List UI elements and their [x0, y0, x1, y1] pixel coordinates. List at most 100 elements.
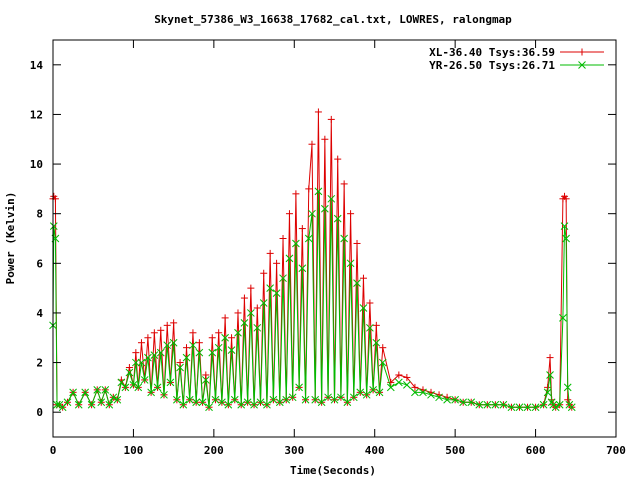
data-point: [266, 284, 275, 292]
data-point: [240, 294, 248, 302]
data-point: [353, 279, 361, 288]
data-point: [221, 333, 229, 342]
data-point: [366, 323, 374, 332]
y-tick-label: 10: [30, 158, 43, 171]
data-point: [160, 390, 168, 399]
data-point: [215, 329, 223, 337]
y-tick-label: 12: [30, 108, 43, 121]
data-point: [366, 299, 374, 307]
data-point: [189, 329, 197, 337]
data-point: [467, 398, 476, 407]
data-point: [539, 400, 548, 409]
data-point: [263, 400, 271, 409]
data-point: [166, 378, 175, 387]
data-point: [140, 376, 149, 384]
data-point: [101, 386, 110, 394]
y-tick-label: 4: [36, 307, 43, 320]
data-point: [567, 403, 576, 412]
data-point: [211, 395, 220, 404]
data-point: [113, 395, 122, 404]
data-point: [334, 155, 342, 163]
data-point: [279, 274, 287, 283]
data-point: [435, 393, 443, 402]
data-point: [147, 388, 155, 397]
data-point: [228, 334, 236, 342]
data-point: [240, 319, 249, 327]
data-point: [295, 383, 303, 392]
data-point: [224, 400, 233, 409]
data-point: [273, 259, 281, 267]
data-point: [292, 190, 300, 198]
data-point: [337, 393, 345, 402]
data-point: [327, 115, 335, 123]
data-point: [285, 210, 293, 218]
data-point: [379, 344, 387, 352]
data-point: [346, 259, 355, 268]
data-point: [150, 329, 158, 337]
y-tick-label: 2: [36, 357, 43, 370]
y-tick-label: 6: [36, 257, 43, 270]
data-point: [578, 48, 586, 56]
data-point: [221, 314, 229, 322]
data-point: [132, 349, 140, 357]
data-point: [333, 214, 342, 223]
data-point: [347, 210, 355, 218]
chart-title: Skynet_57386_W3_16638_17682_cal.txt, LOW…: [154, 13, 512, 26]
data-point: [317, 398, 326, 407]
y-tick-label: 14: [30, 59, 44, 72]
data-point: [279, 235, 287, 242]
data-point: [387, 378, 395, 386]
data-point: [183, 344, 191, 352]
data-point: [109, 393, 118, 402]
data-point: [349, 393, 358, 402]
data-point: [321, 135, 329, 143]
axes: 0 100 200 300 400 500 600 700 0 2 4 6 8 10 12 14: [30, 39, 626, 457]
data-point: [353, 239, 361, 247]
data-point: [555, 400, 564, 409]
data-point: [311, 395, 320, 404]
data-point: [218, 398, 226, 407]
data-point: [292, 239, 300, 248]
data-point: [259, 299, 268, 307]
data-point: [105, 400, 114, 409]
data-point: [340, 180, 348, 188]
data-point: [125, 364, 133, 372]
data-point: [243, 398, 252, 407]
data-point: [266, 249, 274, 257]
data-point: [282, 395, 291, 404]
data-point: [74, 400, 83, 409]
data-point: [134, 383, 143, 392]
data-point: [87, 400, 96, 409]
data-point: [170, 319, 178, 327]
data-point: [375, 388, 384, 397]
data-point: [515, 403, 524, 412]
data-point: [250, 400, 258, 409]
data-point: [173, 395, 181, 404]
data-point: [288, 393, 297, 402]
data-point: [531, 403, 540, 412]
data-point: [227, 346, 236, 355]
data-point: [327, 194, 336, 203]
data-point: [560, 222, 569, 230]
data-point: [198, 398, 207, 407]
data-point: [394, 378, 403, 387]
data-point: [369, 386, 377, 394]
data-point: [129, 381, 138, 389]
data-point: [272, 289, 281, 297]
data-point: [459, 398, 468, 407]
data-point: [386, 383, 395, 392]
data-point: [137, 358, 146, 367]
data-point: [208, 334, 216, 342]
data-point: [491, 400, 500, 409]
data-point: [163, 341, 172, 350]
data-point: [202, 371, 210, 379]
data-point: [523, 403, 532, 412]
data-point: [372, 338, 381, 347]
data-point: [169, 338, 178, 347]
data-point: [298, 225, 306, 233]
data-point: [411, 388, 419, 397]
data-point: [343, 398, 352, 407]
data-point: [237, 400, 246, 409]
